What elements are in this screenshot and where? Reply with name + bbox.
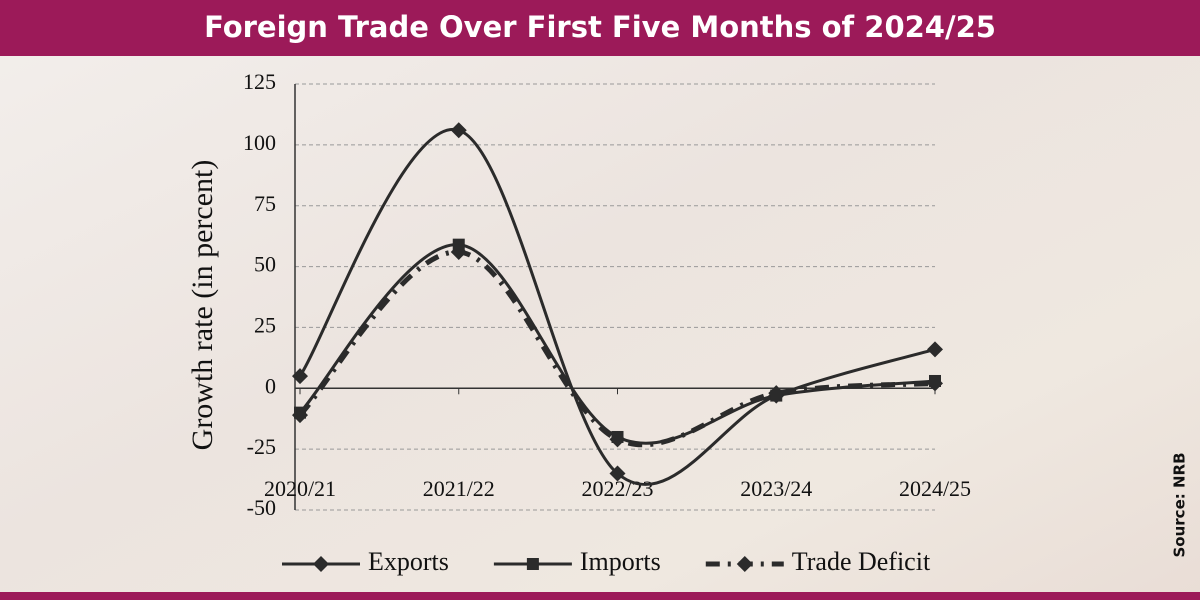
x-tick-label: 2020/21 [264,476,336,501]
data-point [609,431,626,448]
data-point [927,341,943,358]
data-point [927,375,943,392]
legend-label: Exports [368,547,449,576]
data-point [609,465,626,482]
source: Source: NRB [1171,452,1189,557]
legend-label: Trade Deficit [792,547,931,576]
legend-label: Imports [580,547,661,576]
data-point [768,385,785,402]
x-tick-label: 2023/24 [740,476,812,501]
title-banner [0,0,1200,56]
y-axis-label: Growth rate (in percent) [186,160,219,451]
x-tick-label: 2024/25 [899,476,971,501]
legend-marker [313,556,329,572]
data-point [450,243,467,260]
y-tick-label: 75 [254,191,276,216]
legend-marker [736,556,753,572]
bottom-strip [0,592,1200,600]
data-point [292,368,308,385]
y-tick-label: -50 [247,495,276,520]
x-tick-label: 2021/22 [423,476,495,501]
series-line [298,243,936,445]
y-tick-label: 125 [243,69,276,94]
y-tick-label: 25 [254,312,276,337]
y-tick-label: 100 [243,130,276,155]
y-tick-label: 0 [265,373,276,398]
y-tick-label: 50 [254,252,276,277]
data-point [292,407,308,424]
chart-title: Foreign Trade Over First Five Months of … [204,10,996,44]
legend-marker [526,558,539,570]
y-tick-label: -25 [247,434,276,459]
data-point [450,122,467,139]
